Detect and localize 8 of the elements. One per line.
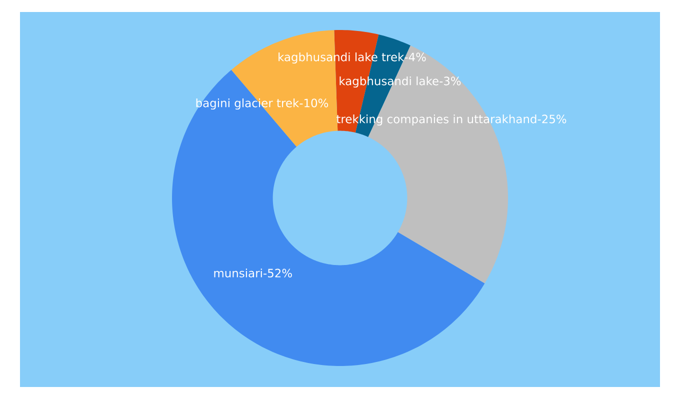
slice-label: trekking companies in uttarakhand- xyxy=(336,114,541,126)
data-label: 4% xyxy=(408,52,426,62)
data-label: 3% xyxy=(444,76,461,86)
slice-label: munsiari- xyxy=(214,268,267,278)
slice-label: kagbhusandi lake- xyxy=(340,76,443,88)
data-label: 25% xyxy=(542,114,566,124)
data-label: 52% xyxy=(268,268,292,278)
data-label: 10% xyxy=(304,98,328,108)
